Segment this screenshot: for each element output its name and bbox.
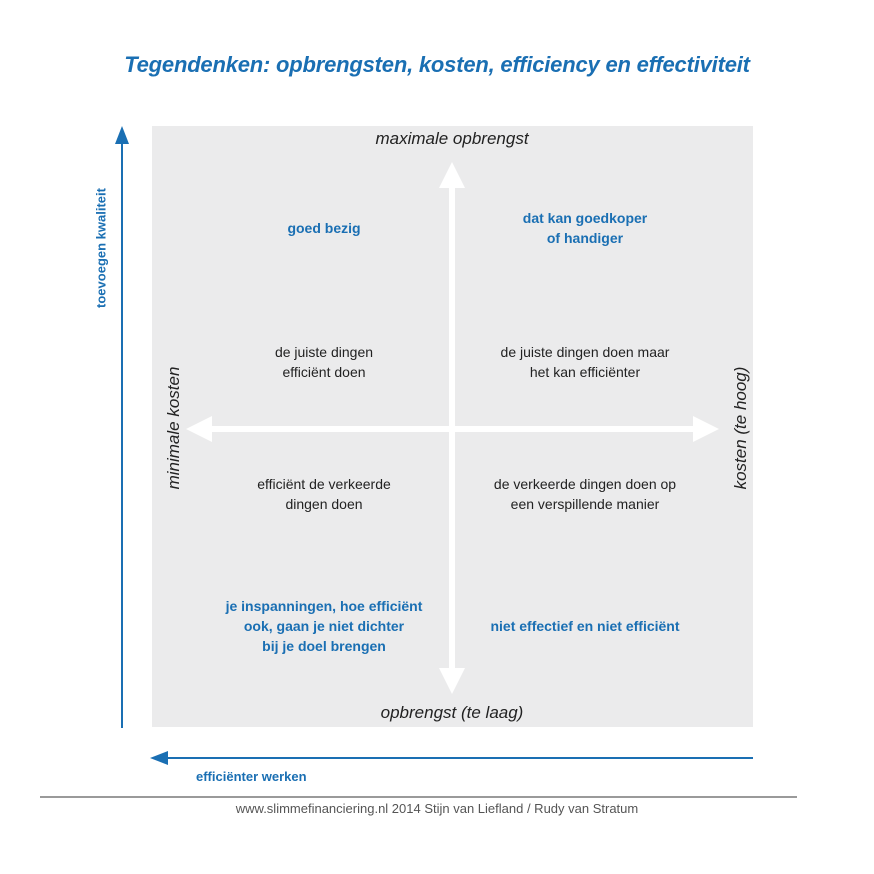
- footer-credit: www.slimmefinanciering.nl 2014 Stijn van…: [235, 801, 639, 816]
- efficiency-label: efficiënter werken: [196, 769, 307, 784]
- quadrant-bottom-right-text: de verkeerde dingen doen op een verspill…: [493, 476, 677, 512]
- footer-divider: [40, 796, 797, 798]
- quality-arrow: [115, 126, 129, 728]
- quadrant-top-left-note: goed bezig: [287, 220, 361, 236]
- axis-label-top: maximale opbrengst: [375, 129, 529, 148]
- axis-label-bottom: opbrengst (te laag): [380, 703, 524, 722]
- horizontal-axis-arrow: [186, 416, 719, 442]
- efficiency-arrow: [150, 751, 753, 765]
- page-title: Tegendenken: opbrengsten, kosten, effici…: [124, 52, 750, 77]
- quadrant-top-left-text: de juiste dingen efficiënt doen: [274, 344, 374, 380]
- quadrant-bottom-left-text: efficiënt de verkeerde dingen doen: [257, 476, 391, 512]
- quadrant-bottom-left-note: je inspanningen, hoe efficiënt ook, gaan…: [225, 598, 423, 654]
- axis-label-right: kosten (te hoog): [731, 366, 750, 490]
- quadrant-top-right-note: dat kan goedkoper of handiger: [522, 210, 648, 246]
- axis-label-left: minimale kosten: [164, 366, 183, 490]
- quality-label: toevoegen kwaliteit: [93, 188, 109, 308]
- quadrant-bottom-right-note: niet effectief en niet efficiënt: [490, 618, 680, 634]
- quadrant-top-right-text: de juiste dingen doen maar het kan effic…: [500, 344, 670, 380]
